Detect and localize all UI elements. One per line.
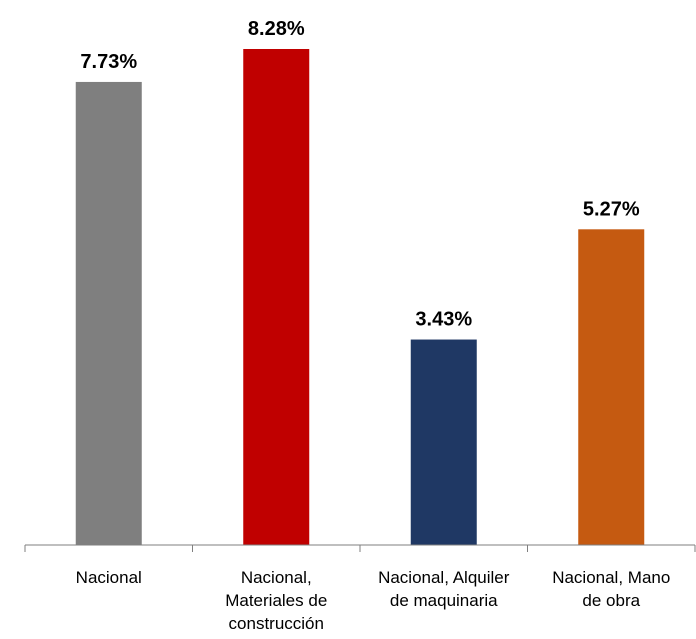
category-label: Nacional, Alquiler de maquinaria bbox=[378, 568, 510, 610]
category-label: Nacional, Materiales de construcción bbox=[225, 568, 327, 633]
bar bbox=[410, 339, 477, 545]
data-label: 5.27% bbox=[583, 198, 640, 220]
value-labels-group: 7.73% 8.28% 3.43% 5.27% bbox=[80, 18, 639, 331]
category-label-line: Nacional bbox=[76, 568, 142, 587]
category-label: Nacional bbox=[76, 568, 142, 587]
bar bbox=[578, 229, 645, 545]
data-label: 3.43% bbox=[415, 309, 472, 331]
category-label-line: de obra bbox=[582, 591, 640, 610]
category-label-line: de maquinaria bbox=[390, 591, 498, 610]
bars-group bbox=[75, 49, 645, 545]
data-label: 7.73% bbox=[80, 51, 137, 73]
category-label-line: Nacional, Mano bbox=[552, 568, 670, 587]
x-axis-ticks bbox=[24, 545, 696, 552]
category-labels-group: Nacional Nacional, Materiales de construcci… bbox=[76, 568, 671, 633]
category-label-line: Materiales de bbox=[225, 591, 327, 610]
bar bbox=[75, 81, 142, 545]
category-label-line: Nacional, Alquiler bbox=[378, 568, 510, 587]
data-label: 8.28% bbox=[248, 18, 305, 40]
category-label-line: Nacional, bbox=[241, 568, 312, 587]
bar bbox=[243, 49, 310, 545]
category-label-line: construcción bbox=[229, 614, 324, 633]
category-label: Nacional, Mano de obra bbox=[552, 568, 670, 610]
